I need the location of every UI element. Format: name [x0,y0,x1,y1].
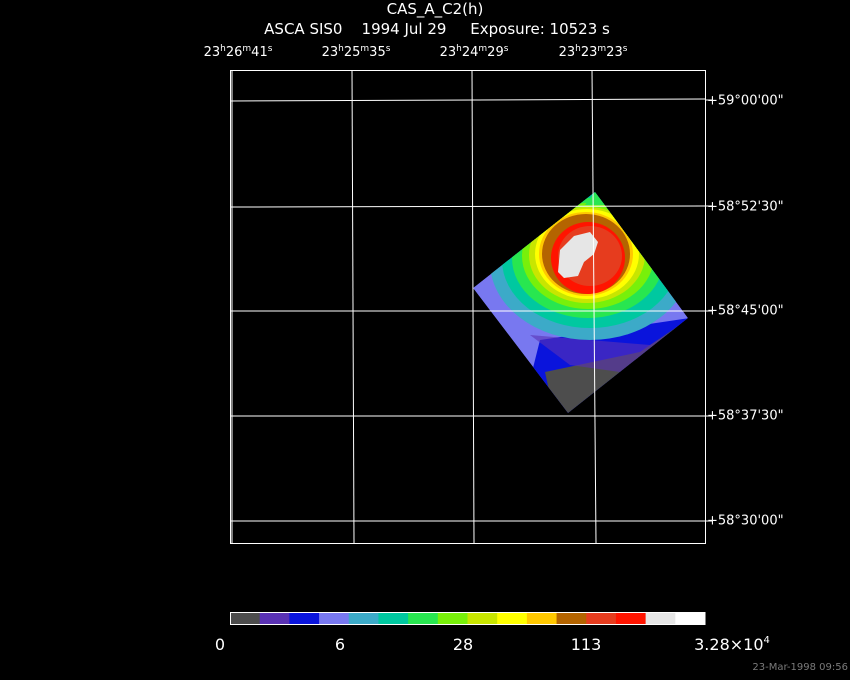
bright-core [558,232,598,278]
colorbar-swatch [348,612,379,625]
dec-tick-label: +59°00'00" [707,93,784,109]
ccd-intensity-image [473,192,688,413]
colorbar-max-label: 3.28×104 [694,635,770,654]
colorbar-tick-label: 0 [214,635,226,654]
colorbar-swatch [586,612,617,625]
image-title: CAS_A_C2(h) [386,0,484,18]
colorbar [230,612,706,625]
grid-dec-line [229,98,706,102]
ra-tick-label: 23h25m35s [321,44,391,60]
colorbar-border [230,612,705,625]
grid-dec-line [229,205,706,208]
colorbar-swatch [259,612,290,625]
plot-frame [230,70,706,544]
ra-tick-label: 23h23m23s [558,44,628,60]
colorbar-swatch [289,612,320,625]
colorbar-tick-label: 113 [570,635,602,654]
colorbar-swatch [378,612,409,625]
colorbar-swatch [319,612,350,625]
colorbar-tick-label: 6 [334,635,346,654]
dec-tick-label: +58°45'00" [707,303,784,319]
ra-tick-label: 23h26m41s [203,44,273,60]
dec-tick-label: +58°30'00" [707,513,784,529]
colorbar-swatch [408,612,439,625]
ra-tick-label: 23h24m29s [439,44,509,60]
colorbar-swatch [645,612,676,625]
dec-tick-label: +58°52'30" [707,199,784,215]
observation-subtitle: ASCA SIS0 1994 Jul 29 Exposure: 10523 s [264,20,610,38]
timestamp: 23-Mar-1998 09:56 [752,662,848,673]
colorbar-swatch [230,612,261,625]
colorbar-swatch [675,612,706,625]
colorbar-swatch [615,612,647,625]
colorbar-swatch [526,612,558,625]
dec-tick-label: +58°37'30" [707,408,784,424]
colorbar-swatch [497,612,528,625]
coordinate-grid [229,69,712,544]
colorbar-swatch [556,612,587,625]
colorbar-tick-label: 28 [452,635,474,654]
grid-ra-line [351,69,355,544]
colorbar-swatch [437,612,468,625]
grid-ra-line [471,69,475,544]
colorbar-swatch [467,612,498,625]
grid-ra-line [591,69,597,544]
